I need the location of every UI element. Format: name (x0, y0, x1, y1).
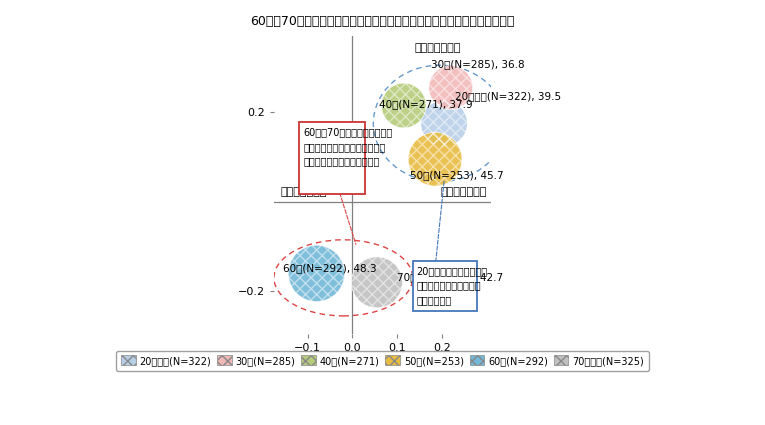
Text: 情報活用能力高: 情報活用能力高 (414, 43, 461, 53)
Text: 60代、70代以上は情報活用能
力が低く、「安全性の理解」も
相対的に低い。不安も高い。: 60代、70代以上は情報活用能 力が低く、「安全性の理解」も 相対的に低い。不安… (304, 127, 392, 167)
Text: 30代(N=285), 36.8: 30代(N=285), 36.8 (431, 59, 524, 69)
Text: 20代以下(N=322), 39.5: 20代以下(N=322), 39.5 (455, 91, 562, 102)
Text: 70代以上(N=325), 42.7: 70代以上(N=325), 42.7 (397, 272, 503, 282)
Circle shape (409, 132, 462, 186)
FancyBboxPatch shape (299, 122, 365, 194)
Legend: 20代以下(N=322), 30代(N=285), 40代(N=271), 50代(N=253), 60代(N=292), 70代以上(N=325): 20代以下(N=322), 30代(N=285), 40代(N=271), 50… (116, 351, 649, 371)
Text: 安全性理解なし: 安全性理解なし (280, 187, 327, 197)
Circle shape (429, 65, 473, 110)
Text: 安全性理解あり: 安全性理解あり (441, 187, 487, 197)
Circle shape (382, 83, 426, 128)
Circle shape (351, 257, 402, 308)
FancyBboxPatch shape (413, 261, 477, 311)
Text: 60代(N=292), 48.3: 60代(N=292), 48.3 (283, 263, 376, 273)
Text: 50代(N=253), 45.7: 50代(N=253), 45.7 (409, 170, 503, 180)
Text: 情報活用能力低: 情報活用能力低 (414, 287, 461, 297)
Text: 40代(N=271), 37.9: 40代(N=271), 37.9 (379, 99, 473, 109)
Title: 60代、70代以上は情報活用能力、安全性の理解が相対的に低く不安が高い: 60代、70代以上は情報活用能力、安全性の理解が相対的に低く不安が高い (250, 15, 515, 28)
Circle shape (288, 245, 345, 302)
Circle shape (421, 100, 467, 147)
Text: 20代以下は、情報活用能
力も高く、「安全性の理
解」も高い。: 20代以下は、情報活用能 力も高く、「安全性の理 解」も高い。 (417, 266, 488, 306)
